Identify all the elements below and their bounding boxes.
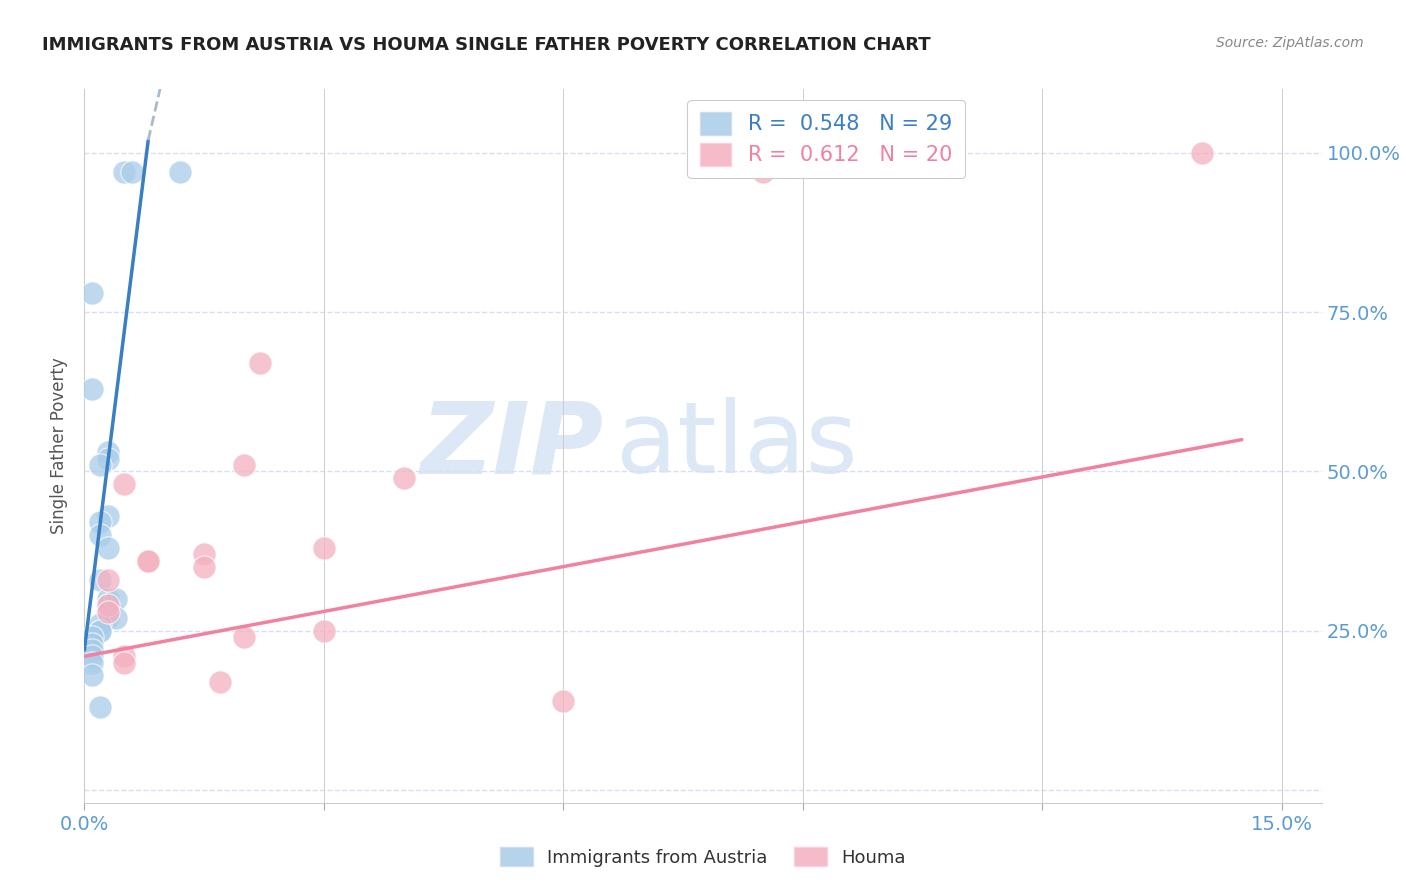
Point xyxy=(209,674,232,689)
Point xyxy=(89,624,111,638)
Point xyxy=(97,599,120,613)
Point xyxy=(97,541,120,555)
Text: ZIP: ZIP xyxy=(420,398,605,494)
Point xyxy=(89,528,111,542)
Text: Source: ZipAtlas.com: Source: ZipAtlas.com xyxy=(1216,36,1364,50)
Point xyxy=(97,605,120,619)
Point xyxy=(136,554,159,568)
Point xyxy=(312,624,335,638)
Point xyxy=(169,165,191,179)
Point xyxy=(105,591,128,606)
Y-axis label: Single Father Poverty: Single Father Poverty xyxy=(51,358,69,534)
Text: IMMIGRANTS FROM AUSTRIA VS HOUMA SINGLE FATHER POVERTY CORRELATION CHART: IMMIGRANTS FROM AUSTRIA VS HOUMA SINGLE … xyxy=(42,36,931,54)
Point xyxy=(312,541,335,555)
Point xyxy=(82,649,104,664)
Point xyxy=(112,649,135,664)
Point xyxy=(97,509,120,524)
Point xyxy=(392,471,415,485)
Point xyxy=(82,668,104,682)
Legend: R =  0.548   N = 29, R =  0.612   N = 20: R = 0.548 N = 29, R = 0.612 N = 20 xyxy=(688,100,965,178)
Point xyxy=(105,611,128,625)
Point xyxy=(97,451,120,466)
Point xyxy=(112,477,135,491)
Point xyxy=(82,630,104,644)
Point xyxy=(1191,145,1213,160)
Legend: Immigrants from Austria, Houma: Immigrants from Austria, Houma xyxy=(494,840,912,874)
Point xyxy=(82,382,104,396)
Point xyxy=(82,643,104,657)
Point xyxy=(89,458,111,472)
Point xyxy=(249,356,271,370)
Text: atlas: atlas xyxy=(616,398,858,494)
Point xyxy=(82,636,104,650)
Point xyxy=(193,547,215,561)
Point xyxy=(193,560,215,574)
Point xyxy=(752,165,775,179)
Point xyxy=(89,617,111,632)
Point xyxy=(233,458,256,472)
Point xyxy=(89,573,111,587)
Point xyxy=(82,656,104,670)
Point xyxy=(97,611,120,625)
Point xyxy=(89,624,111,638)
Point xyxy=(112,165,135,179)
Point xyxy=(136,554,159,568)
Point xyxy=(89,516,111,530)
Point xyxy=(97,599,120,613)
Point xyxy=(97,573,120,587)
Point xyxy=(82,286,104,301)
Point xyxy=(112,656,135,670)
Point xyxy=(121,165,143,179)
Point xyxy=(89,700,111,714)
Point xyxy=(97,591,120,606)
Point xyxy=(97,445,120,459)
Point xyxy=(233,630,256,644)
Point xyxy=(553,694,575,708)
Point xyxy=(97,605,120,619)
